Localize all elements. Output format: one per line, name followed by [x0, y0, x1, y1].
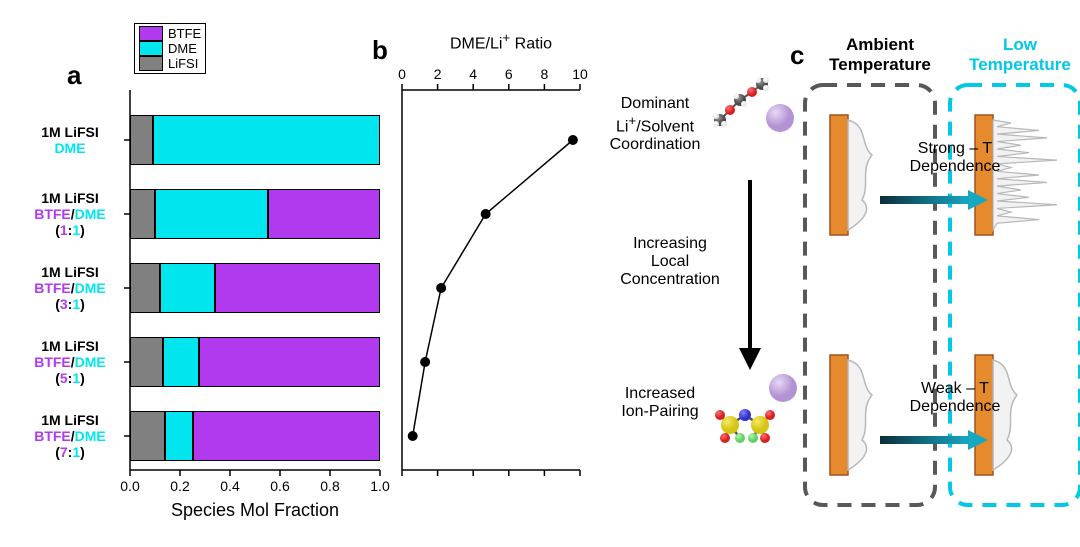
- panel-b-label: b: [372, 35, 388, 66]
- panel-a-ylabel: BTFE/DME: [20, 280, 120, 296]
- panel-c-header-low: Low Temperature: [960, 35, 1080, 75]
- panel-b-xtick: 4: [463, 66, 483, 82]
- panel-a-ylabel: 1M LiFSI: [20, 264, 120, 280]
- panel-c-arrow1-label: Strong – T Dependence: [895, 140, 1015, 176]
- panel-a-ylabel: (5:1): [20, 370, 120, 386]
- panel-a-ylabel: DME: [20, 140, 120, 156]
- bar-row: [130, 411, 380, 461]
- bar-row: [130, 263, 380, 313]
- bar-segment: [165, 411, 193, 461]
- bar-segment: [199, 337, 380, 387]
- bar-segment: [268, 189, 381, 239]
- bar-segment: [130, 189, 155, 239]
- panel-a-ylabel: (3:1): [20, 296, 120, 312]
- panel-a-ylabel: 1M LiFSI: [20, 190, 120, 206]
- bar-row: [130, 189, 380, 239]
- legend-label: LiFSI: [168, 56, 198, 71]
- bar-row: [130, 115, 380, 165]
- panel-b-axes: [402, 90, 582, 472]
- panel-a-xtick: 0.8: [318, 478, 342, 494]
- legend-label: DME: [168, 41, 197, 56]
- panel-a-xtick: 1.0: [368, 478, 392, 494]
- panel-a-ylabel: BTFE/DME: [20, 428, 120, 444]
- legend-swatch: [139, 41, 163, 56]
- molecule-fsi-li: [705, 370, 805, 460]
- panel-c-header-ambient: Ambient Temperature: [820, 35, 940, 75]
- bar-segment: [163, 337, 199, 387]
- panel-c-label: c: [790, 40, 804, 71]
- bar-segment: [153, 115, 381, 165]
- bar-row: [130, 337, 380, 387]
- panel-c-arrow2-label: Weak – T Dependence: [895, 380, 1015, 416]
- bar-segment: [130, 411, 165, 461]
- arrow-increasing-concentration: [735, 180, 765, 370]
- bar-segment: [193, 411, 381, 461]
- panel-a-xtick: 0.0: [118, 478, 142, 494]
- panel-b-xtick: 10: [570, 66, 590, 82]
- molecule-dme-li: [710, 70, 800, 150]
- panel-a-xtick: 0.6: [268, 478, 292, 494]
- panel-a-label: a: [67, 60, 81, 91]
- panel-a-ylabel: 1M LiFSI: [20, 412, 120, 428]
- bar-segment: [130, 115, 153, 165]
- panel-a-ylabel: (1:1): [20, 222, 120, 238]
- panel-b-xtick: 6: [499, 66, 519, 82]
- middle-top-label: DominantLi+/SolventCoordination: [595, 95, 715, 154]
- legend-label: BTFE: [168, 26, 201, 41]
- panel-b-xtick: 8: [534, 66, 554, 82]
- panel-b-title: DME/Li+ Ratio: [412, 30, 590, 53]
- panel-a-legend: BTFEDMELiFSI: [134, 23, 206, 74]
- bar-segment: [130, 337, 163, 387]
- legend-swatch: [139, 56, 163, 71]
- bar-segment: [130, 263, 160, 313]
- panel-a-xtick: 0.2: [168, 478, 192, 494]
- panel-b-xtick: 0: [392, 66, 412, 82]
- bar-segment: [155, 189, 268, 239]
- panel-a-ylabel: BTFE/DME: [20, 206, 120, 222]
- panel-a-xtick: 0.4: [218, 478, 242, 494]
- bar-segment: [160, 263, 215, 313]
- legend-swatch: [139, 26, 163, 41]
- bar-segment: [215, 263, 380, 313]
- panel-a-ylabel: 1M LiFSI: [20, 338, 120, 354]
- middle-arrow-label: IncreasingLocalConcentration: [610, 235, 730, 289]
- panel-a-ylabel: (7:1): [20, 444, 120, 460]
- panel-a-xaxis-title: Species Mol Fraction: [130, 500, 380, 521]
- middle-bottom-label: IncreasedIon-Pairing: [605, 385, 715, 421]
- panel-a-ylabel: 1M LiFSI: [20, 124, 120, 140]
- panel-a-ylabel: BTFE/DME: [20, 354, 120, 370]
- panel-b-xtick: 2: [428, 66, 448, 82]
